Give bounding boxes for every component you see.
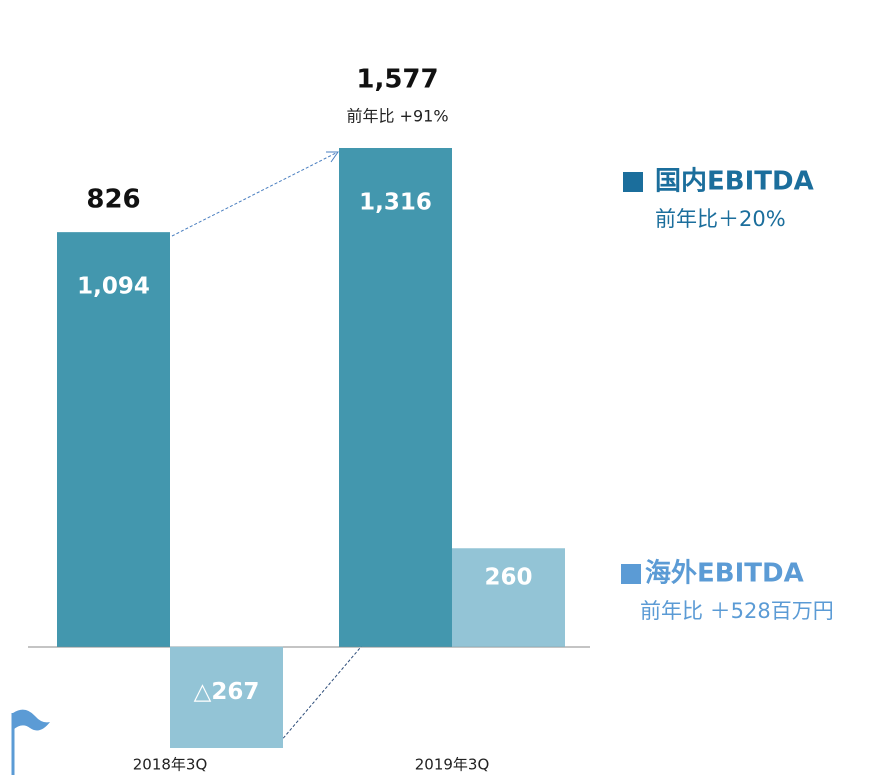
value-label: 1,316 <box>359 190 432 216</box>
total-label: 826 <box>86 185 140 215</box>
legend-label: 海外EBITDA <box>645 559 804 589</box>
total-label: 1,577 <box>356 65 438 95</box>
legend-growth: 前年比 ＋528百万円 <box>640 599 834 623</box>
total-growth: 前年比 +91% <box>346 107 448 126</box>
legend-swatch <box>623 172 643 192</box>
value-label: 1,094 <box>77 274 150 300</box>
value-label: 260 <box>484 564 532 590</box>
x-tick-label: 2018年3Q <box>133 756 208 774</box>
value-label: △267 <box>194 679 260 705</box>
flag-icon <box>11 709 50 775</box>
bar <box>170 646 283 748</box>
trend-arrow <box>171 152 337 237</box>
bar <box>452 548 565 647</box>
legend-swatch <box>621 564 641 584</box>
bar <box>339 148 452 647</box>
legend-label: 国内EBITDA <box>655 167 814 197</box>
bar <box>57 232 170 647</box>
arrow-head <box>326 151 339 163</box>
legend-growth: 前年比＋20% <box>655 207 786 231</box>
x-tick-label: 2019年3Q <box>415 756 490 774</box>
